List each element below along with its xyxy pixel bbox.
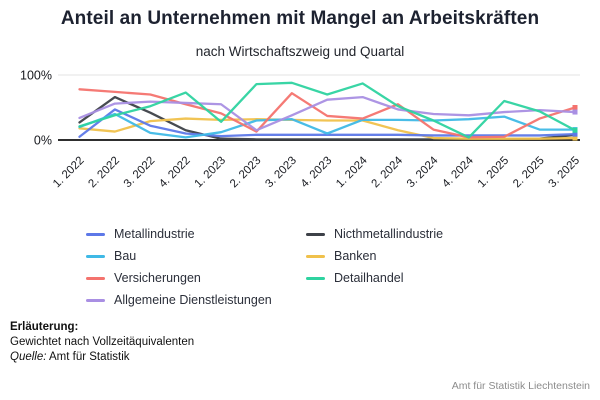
legend-swatch bbox=[86, 298, 105, 302]
x-tick-label: 2. 2023 bbox=[228, 155, 264, 191]
source-text: Amt für Statistik bbox=[46, 351, 130, 363]
y-tick-label: 0% bbox=[34, 134, 52, 148]
legend-swatch bbox=[86, 254, 105, 258]
series-endpoint-versicherungen bbox=[572, 105, 578, 110]
legend-item-nicthmetallindustrie[interactable]: Nicthmetallindustrie bbox=[306, 223, 443, 245]
series-line-metallindustrie bbox=[78, 108, 577, 138]
x-tick-label: 1. 2023 bbox=[193, 155, 229, 191]
legend-item-bau[interactable]: Bau bbox=[86, 245, 306, 267]
chart-legend: Metallindustrie Bau Versicherungen Allgemei… bbox=[86, 223, 443, 311]
legend-label: Metallindustrie bbox=[114, 227, 195, 241]
x-tick-label: 2. 2025 bbox=[511, 155, 547, 191]
legend-item-versicherungen[interactable]: Versicherungen bbox=[86, 267, 306, 289]
legend-label: Versicherungen bbox=[114, 271, 201, 285]
legend-label: Nicthmetallindustrie bbox=[334, 227, 444, 241]
legend-label: Bau bbox=[114, 249, 137, 263]
legend-swatch bbox=[306, 232, 325, 236]
explanation-text: Gewichtet nach Vollzeitäquivalenten bbox=[10, 336, 195, 348]
series-endpoint-banken bbox=[572, 135, 578, 141]
legend-item-banken[interactable]: Banken bbox=[306, 245, 443, 267]
legend-swatch bbox=[86, 276, 105, 280]
series-line-versicherungen bbox=[78, 88, 577, 139]
page-subtitle: nach Wirtschaftszweig und Quartal bbox=[195, 44, 405, 59]
series-line-banken bbox=[78, 117, 577, 140]
x-tick-label: 4. 2022 bbox=[157, 155, 193, 191]
x-tick-label: 3. 2024 bbox=[405, 154, 441, 190]
legend-swatch bbox=[306, 254, 325, 258]
legend-label: Allgemeine Dienstleistungen bbox=[114, 293, 272, 307]
x-tick-label: 3. 2023 bbox=[263, 155, 299, 191]
legend-swatch bbox=[86, 232, 105, 236]
x-tick-label: 3. 2025 bbox=[547, 155, 583, 191]
x-tick-label: 2. 2024 bbox=[370, 154, 406, 190]
line-chart: 0%100%1. 2022 2. 2022 3. 2022 4. 2022 1. 202… bbox=[20, 69, 583, 191]
x-tick-label: 2. 2022 bbox=[86, 155, 122, 191]
legend-swatch bbox=[306, 276, 325, 280]
series-endpoint-detailhandel bbox=[572, 127, 578, 133]
page-title: Anteil an Unternehmen mit Mangel an Arbe… bbox=[60, 8, 540, 29]
attribution: Amt für Statistik Liechtenstein bbox=[451, 380, 590, 392]
series-endpoint-metallindustrie bbox=[572, 131, 578, 137]
explanation-label: Erläuterung: bbox=[10, 321, 79, 333]
x-tick-label: 1. 2024 bbox=[334, 154, 370, 190]
source-label: Quelle: bbox=[10, 351, 47, 363]
legend-label: Detailhandel bbox=[334, 271, 404, 285]
y-tick-label: 100% bbox=[20, 69, 52, 83]
legend-item-detailhandel[interactable]: Detailhandel bbox=[306, 267, 443, 289]
x-tick-label: 4. 2023 bbox=[299, 155, 335, 191]
series-line-bau bbox=[78, 112, 577, 139]
x-tick-label: 4. 2024 bbox=[440, 154, 476, 190]
x-tick-label: 1. 2025 bbox=[476, 155, 512, 191]
legend-item-metallindustrie[interactable]: Metallindustrie bbox=[86, 223, 306, 245]
series-line-detailhandel bbox=[78, 81, 577, 139]
series-endpoint-allgemeine-dienstleistungen bbox=[572, 109, 578, 115]
x-tick-label: 1. 2022 bbox=[51, 155, 87, 191]
legend-label: Banken bbox=[334, 249, 377, 263]
footer-notes: Erläuterung: Gewichtet nach Vollzeitäqui… bbox=[10, 320, 194, 365]
legend-item-allgemeine-dienstleistungen[interactable]: Allgemeine Dienstleistungen bbox=[86, 289, 306, 311]
source-line: Quelle: Amt für Statistik bbox=[10, 350, 194, 365]
x-tick-label: 3. 2022 bbox=[122, 155, 158, 191]
